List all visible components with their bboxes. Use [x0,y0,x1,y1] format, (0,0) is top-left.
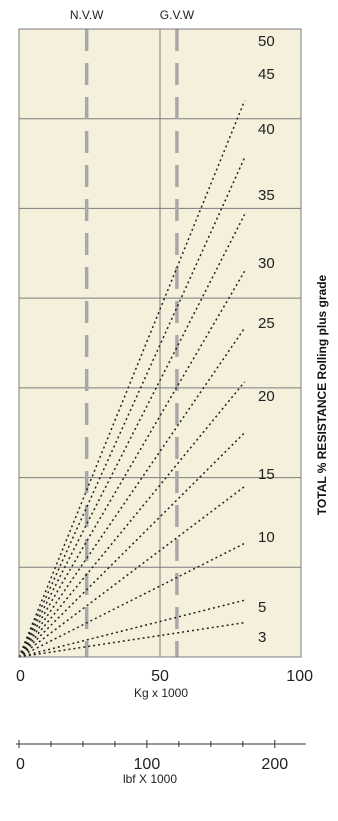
series-label-50: 50 [258,33,275,50]
weight-marker-label: N.V.W [70,8,104,22]
series-label-10: 10 [258,529,275,546]
series-label-45: 45 [258,66,275,83]
series-line-20 [18,432,246,658]
series-label-30: 30 [258,255,275,272]
series-line-30 [18,327,246,658]
series-label-3: 3 [258,629,266,646]
x-tick-label: 50 [151,668,169,685]
plot-border [18,28,302,658]
series-label-40: 40 [258,121,275,138]
x-axis-title: Kg x 1000 [134,686,188,700]
y-axis-title: TOTAL % RESISTANCE Rolling plus grade [315,274,329,515]
x-tick-label: 0 [16,668,25,685]
series-line-10 [18,542,245,658]
secondary-x-tick-label: 100 [134,756,161,773]
series-line-15 [18,485,246,658]
series-line-25 [18,381,246,658]
grid [19,29,301,657]
series-line-5 [18,599,245,658]
x-tick-label: 100 [286,668,313,685]
weight-marker-label: G.V.W [160,8,195,22]
secondary-x-tick-label: 200 [261,756,288,773]
series-label-5: 5 [258,599,266,616]
series-label-35: 35 [258,187,275,204]
series-lines [18,100,246,658]
x-axis: 0 50 100 [16,668,313,685]
series-label-20: 20 [258,388,275,405]
weight-markers: N.V.W G.V.W [70,8,195,657]
secondary-x-axis: 0 100 200 [16,740,306,773]
secondary-x-axis-title: lbf X 1000 [123,772,177,786]
series-label-25: 25 [258,315,275,332]
series-line-50 [18,100,246,658]
series-line-45 [18,157,246,658]
series-label-15: 15 [258,466,275,483]
secondary-x-tick-label: 0 [16,756,25,773]
series-line-3 [18,621,245,658]
